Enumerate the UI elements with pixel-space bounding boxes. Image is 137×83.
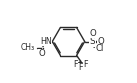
Text: F: F — [78, 63, 83, 72]
Text: F: F — [83, 60, 88, 69]
Text: O: O — [98, 37, 104, 46]
Text: F: F — [73, 60, 78, 69]
Text: CH₃: CH₃ — [21, 43, 35, 52]
Text: O: O — [89, 29, 96, 38]
Text: S: S — [90, 37, 95, 46]
Text: O: O — [39, 49, 45, 58]
Text: Cl: Cl — [96, 44, 104, 53]
Text: HN: HN — [40, 37, 52, 46]
